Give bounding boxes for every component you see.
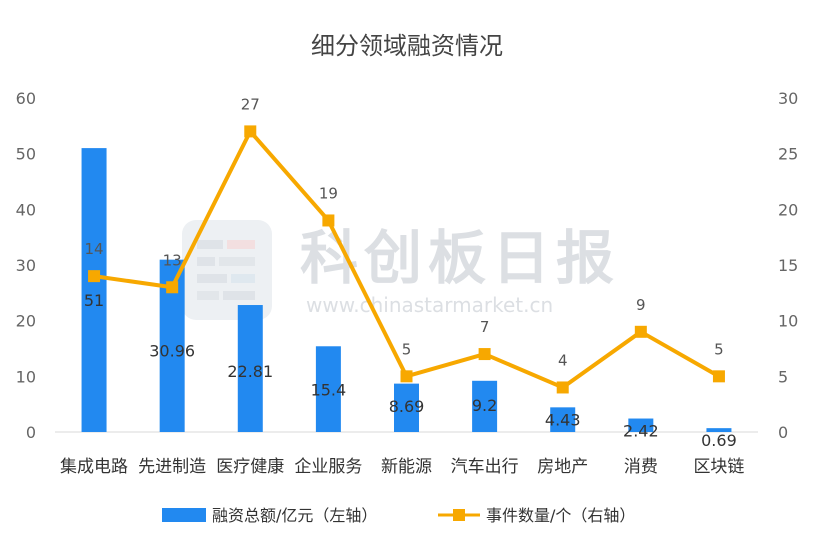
bar xyxy=(237,305,263,432)
right-axis: 0 5 10 15 20 25 30 xyxy=(778,89,798,442)
bar-data-label: 4.43 xyxy=(545,410,581,429)
right-axis-tick-label: 10 xyxy=(778,312,798,331)
x-axis-labels: 集成电路 先进制造 医疗健康 企业服务 新能源 汽车出行 房地产 消费 区块链 xyxy=(60,457,744,477)
line-data-label: 19 xyxy=(319,184,338,202)
line-data-label: 9 xyxy=(636,296,646,314)
line-series xyxy=(88,125,725,394)
left-axis-tick-label: 20 xyxy=(16,312,36,331)
right-axis-tick-label: 15 xyxy=(778,256,798,275)
x-axis-label: 新能源 xyxy=(381,457,432,477)
x-axis-label: 医疗健康 xyxy=(216,457,284,477)
legend-label-bar: 融资总额/亿元（左轴） xyxy=(212,506,377,525)
legend-swatch-marker xyxy=(453,509,465,521)
watermark: 科创板日报 www.chinastarmarket.cn xyxy=(182,220,620,320)
line-data-label: 13 xyxy=(163,251,182,269)
line-marker xyxy=(478,348,491,361)
bar-data-labels: 51 30.96 22.81 15.4 8.69 9.2 4.43 2.42 0.69 xyxy=(84,291,737,450)
bar xyxy=(394,383,419,432)
line-data-label: 4 xyxy=(558,351,568,369)
bar-data-label: 0.69 xyxy=(701,431,737,450)
right-axis-tick-label: 20 xyxy=(778,200,798,219)
right-axis-tick-label: 0 xyxy=(778,423,788,442)
bar-data-label: 51 xyxy=(84,291,104,310)
watermark-logo-icon xyxy=(182,220,272,320)
x-axis-label: 企业服务 xyxy=(294,457,362,477)
line-data-label: 14 xyxy=(85,240,104,258)
bar xyxy=(706,428,732,432)
bar xyxy=(550,407,576,432)
legend: 融资总额/亿元（左轴） 事件数量/个（右轴） xyxy=(162,506,635,525)
line-data-label: 5 xyxy=(402,340,412,358)
x-axis-label: 消费 xyxy=(624,457,658,477)
legend-label-line: 事件数量/个（右轴） xyxy=(486,506,635,525)
bar xyxy=(81,148,107,432)
line-data-label: 27 xyxy=(241,95,260,113)
line-marker xyxy=(712,370,725,383)
x-axis-label: 汽车出行 xyxy=(451,457,519,477)
bar-data-label: 9.2 xyxy=(472,396,497,415)
line-data-labels: 14 13 27 19 5 7 4 9 5 xyxy=(85,95,724,369)
x-axis-label: 集成电路 xyxy=(60,457,128,477)
left-axis-tick-label: 60 xyxy=(16,89,36,108)
line-marker xyxy=(556,381,569,394)
line-marker xyxy=(400,370,413,383)
line-marker xyxy=(88,270,101,283)
x-axis-label: 房地产 xyxy=(537,457,588,477)
bar-data-label: 2.42 xyxy=(623,422,659,441)
right-axis-tick-label: 30 xyxy=(778,89,798,108)
left-axis-tick-label: 40 xyxy=(16,200,36,219)
right-axis-tick-label: 5 xyxy=(778,367,788,386)
x-axis-label: 区块链 xyxy=(693,457,744,477)
left-axis-tick-label: 0 xyxy=(26,423,36,442)
right-axis-tick-label: 25 xyxy=(778,145,798,164)
left-axis-tick-label: 30 xyxy=(16,256,36,275)
bar xyxy=(472,380,498,432)
line-marker xyxy=(322,214,335,227)
bar-series xyxy=(81,148,732,432)
line-data-label: 7 xyxy=(480,318,490,336)
watermark-url: www.chinastarmarket.cn xyxy=(306,293,553,317)
bar xyxy=(628,418,654,432)
bar-data-label: 22.81 xyxy=(227,362,273,381)
line-marker xyxy=(634,325,647,338)
left-axis: 0 10 20 30 40 50 60 xyxy=(16,89,36,442)
watermark-text: 科创板日报 xyxy=(300,224,620,292)
bar xyxy=(315,346,341,432)
bar-data-label: 15.4 xyxy=(311,380,347,399)
bar-data-label: 8.69 xyxy=(389,397,425,416)
line-marker xyxy=(166,281,179,294)
x-axis-label: 先进制造 xyxy=(138,457,206,477)
left-axis-tick-label: 10 xyxy=(16,367,36,386)
left-axis-tick-label: 50 xyxy=(16,145,36,164)
line-data-label: 5 xyxy=(714,340,724,358)
line-marker xyxy=(244,125,257,138)
legend-swatch-bar xyxy=(162,508,206,522)
chart-title: 细分领域融资情况 xyxy=(311,32,503,60)
bar-data-label: 30.96 xyxy=(149,341,195,360)
